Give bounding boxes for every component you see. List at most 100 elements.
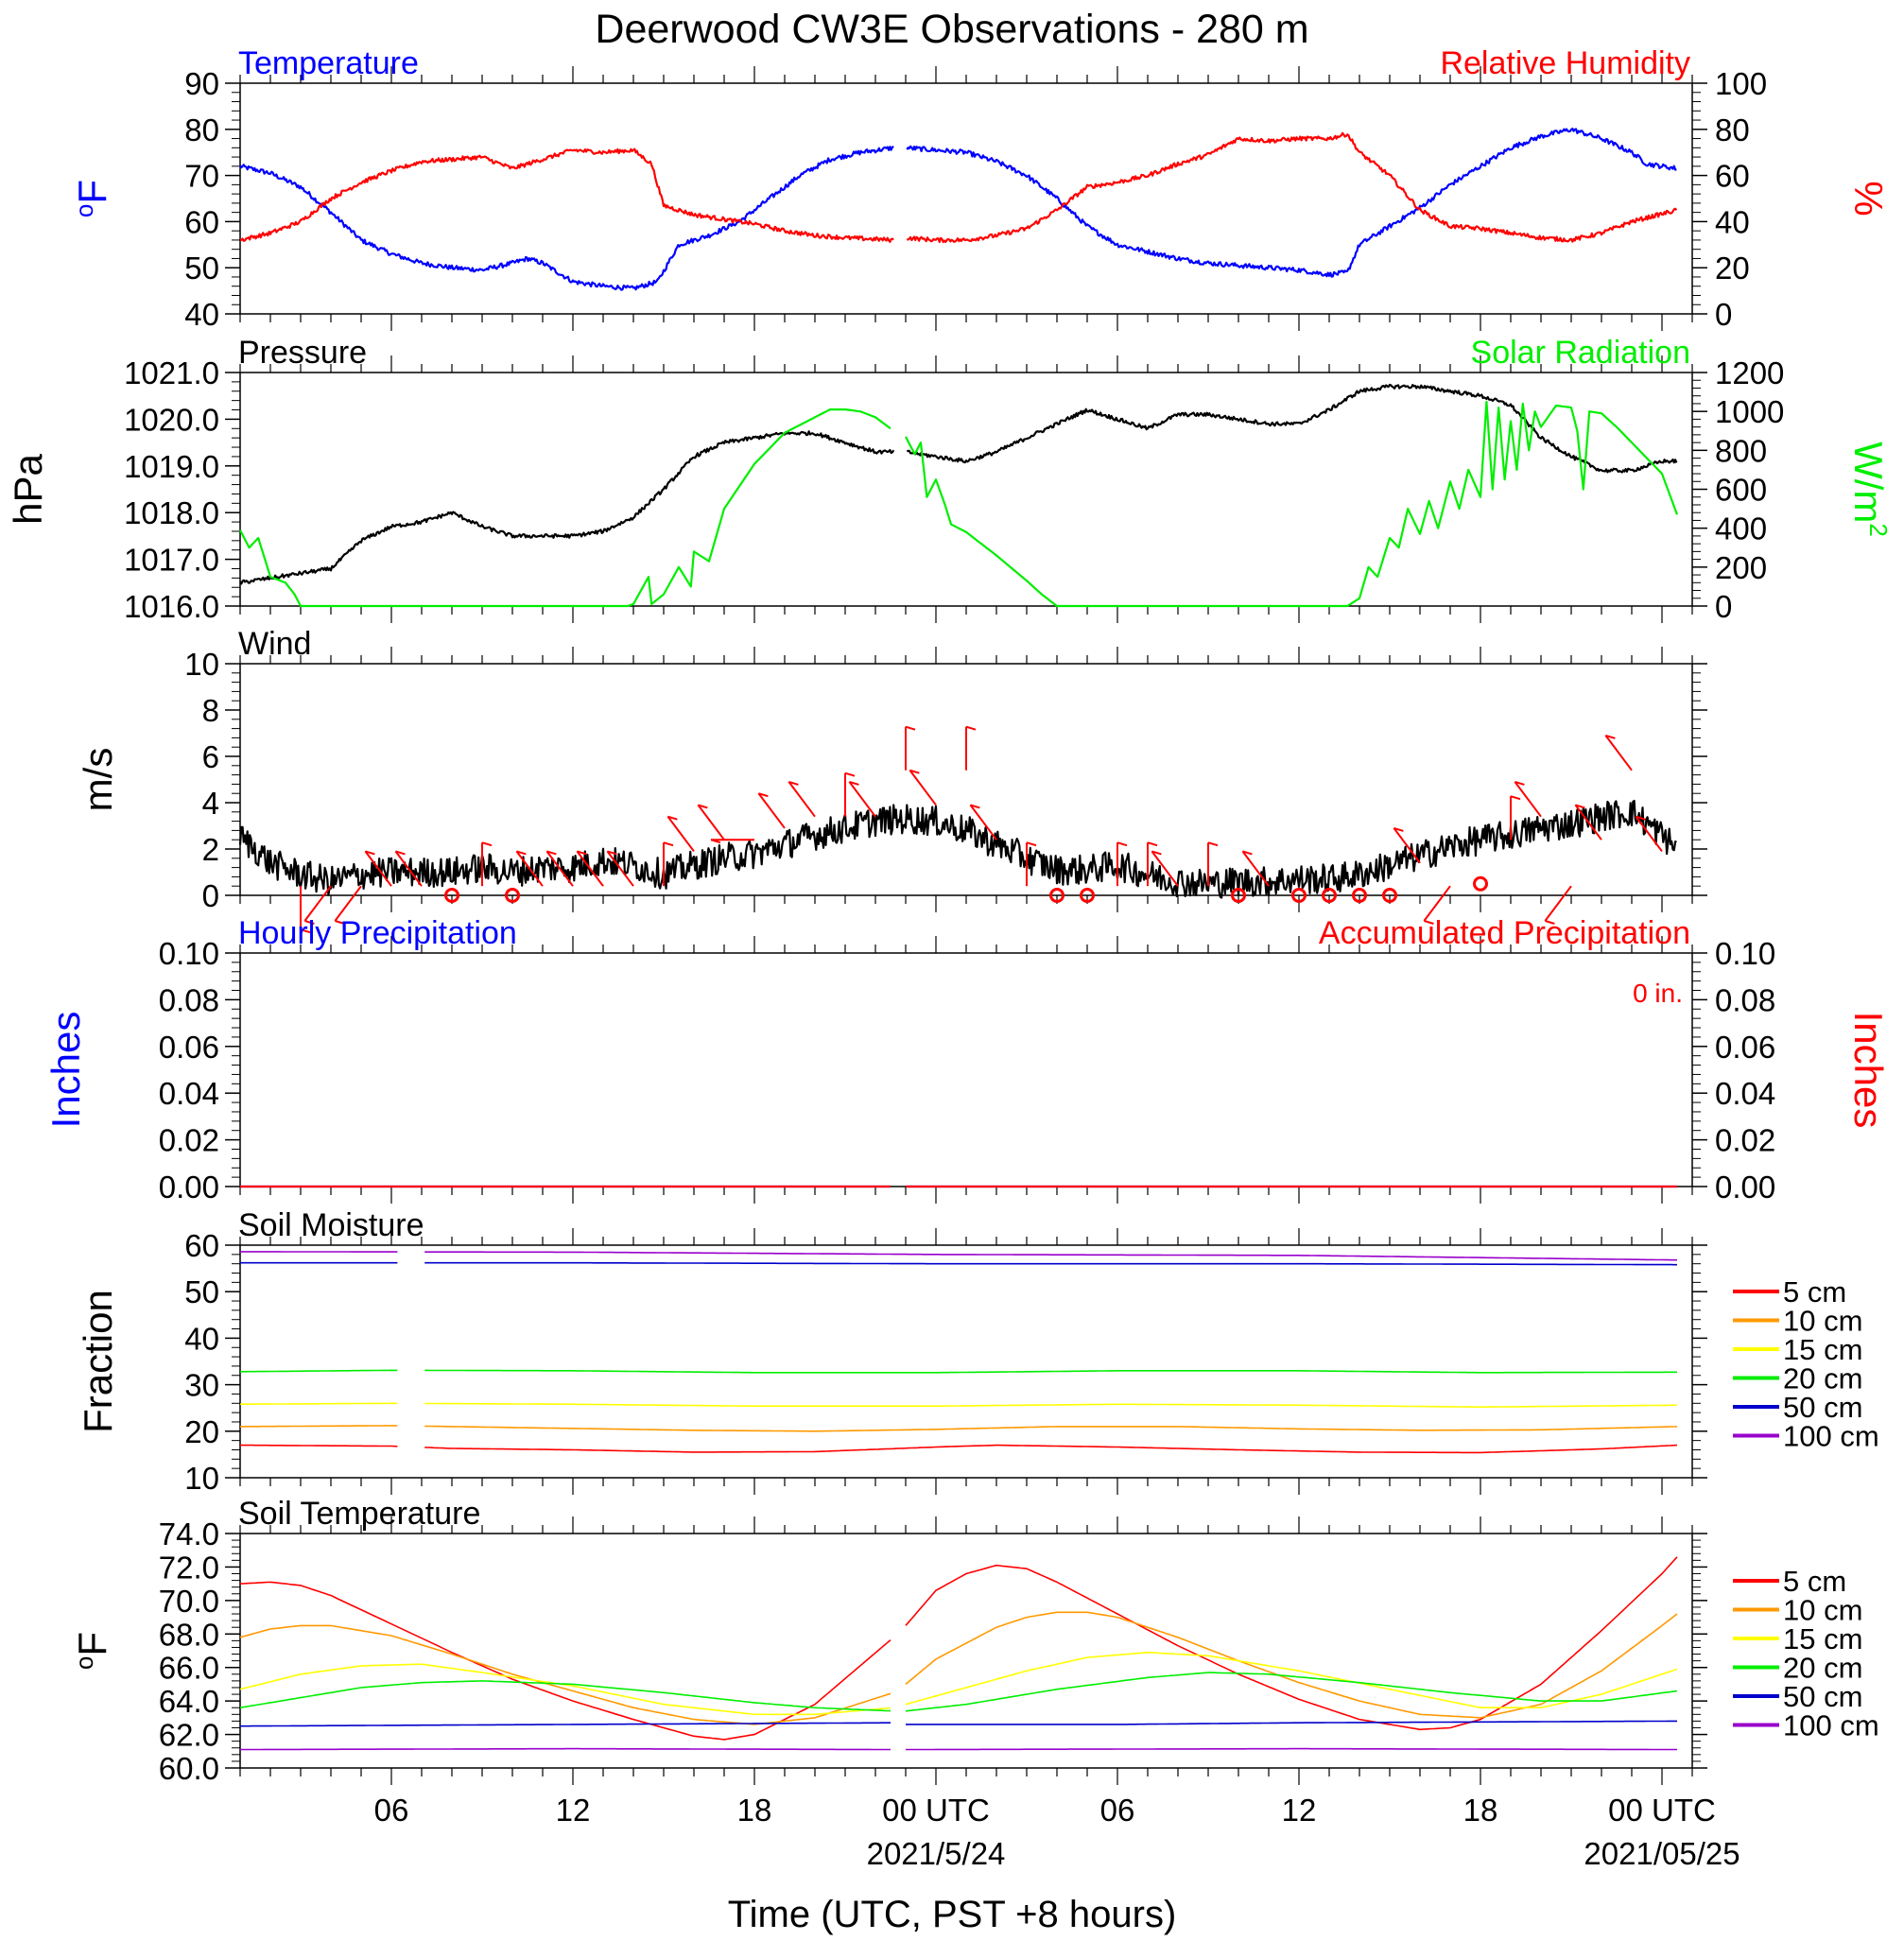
y-tick-label-left: 40 bbox=[184, 297, 219, 332]
wind-barb-flag bbox=[970, 804, 980, 809]
y-tick-label-left: 10 bbox=[184, 647, 219, 682]
y-tick-label-right: 0 bbox=[1715, 589, 1732, 624]
x-tick-label: 06 bbox=[1100, 1793, 1135, 1828]
y-axis-label-right: Inches bbox=[1846, 1012, 1891, 1129]
y-tick-label-left: 6 bbox=[202, 739, 219, 774]
y-tick-label-right: 600 bbox=[1715, 473, 1767, 508]
wind-calm-marker bbox=[1322, 888, 1337, 903]
series-line-10-cm bbox=[240, 1425, 1678, 1432]
wind-barb-flag bbox=[1151, 850, 1162, 856]
y-tick-label-right: 200 bbox=[1715, 550, 1767, 585]
y-axis-label-left: oF bbox=[70, 1632, 114, 1670]
series-line-50-cm bbox=[240, 1720, 1677, 1727]
wind-barb-flag bbox=[1545, 920, 1555, 925]
wind-calm-marker bbox=[1080, 888, 1095, 903]
panel-frame bbox=[239, 82, 1693, 315]
wind-barb bbox=[334, 885, 362, 922]
y-tick-label-right: 0.06 bbox=[1715, 1030, 1775, 1065]
legend-label: 15 cm bbox=[1783, 1333, 1862, 1366]
wind-barb bbox=[1574, 804, 1602, 841]
wind-barb-flag bbox=[1116, 841, 1128, 847]
wind-barb-flag bbox=[758, 792, 769, 798]
panel-title-left: Hourly Precipitation bbox=[238, 915, 517, 951]
wind-barb bbox=[1544, 885, 1572, 922]
series-line-wind bbox=[238, 799, 1677, 899]
series-line-20-cm bbox=[240, 1369, 1677, 1374]
wind-barb-flag bbox=[909, 769, 920, 774]
legend-label: 100 cm bbox=[1783, 1420, 1879, 1453]
y-tick-label-left: 0.00 bbox=[159, 1170, 219, 1204]
wind-barb-flag bbox=[335, 920, 345, 925]
wind-barb-flag bbox=[667, 815, 678, 821]
y-axis-label-left: oF bbox=[70, 180, 114, 217]
panel-title-left: Temperature bbox=[238, 45, 419, 81]
wind-barb bbox=[394, 850, 423, 887]
y-tick-label-left: 66.0 bbox=[159, 1651, 219, 1686]
y-tick-label-left: 50 bbox=[184, 1274, 219, 1309]
wind-barb bbox=[1635, 816, 1663, 853]
panel-precip: 0.00 0.02 0.04 0.06 0.08 0.10 0.00 0.02 0.04 0.06… bbox=[43, 915, 1891, 1204]
series-line-5-cm bbox=[240, 1444, 1678, 1454]
y-tick-label-left: 74.0 bbox=[159, 1516, 219, 1551]
wind-barb bbox=[576, 850, 604, 887]
wind-barb bbox=[1514, 781, 1542, 818]
y-tick-label-left: 70.0 bbox=[159, 1584, 219, 1619]
y-tick-label-left: 0.06 bbox=[159, 1030, 219, 1065]
x-axis-label: Time (UTC, PST +8 hours) bbox=[728, 1894, 1177, 1935]
time-axis: 06 12 18 00 UTC 2021/5/24 06 12 18 00 UTC 2021/05… bbox=[374, 1793, 1740, 1871]
y-tick-label-right: 20 bbox=[1715, 251, 1750, 286]
wind-barb-flag bbox=[1393, 826, 1404, 832]
y-tick-label-left: 4 bbox=[202, 786, 219, 821]
wind-calm-marker bbox=[1049, 888, 1065, 903]
y-tick-label-right: 40 bbox=[1715, 204, 1750, 239]
y-tick-label-left: 0.10 bbox=[159, 936, 219, 971]
wind-calm-marker bbox=[505, 888, 520, 903]
panel-title-left: Soil Moisture bbox=[238, 1207, 424, 1243]
wind-barb-flag bbox=[607, 850, 617, 856]
y-tick-label-right: 1000 bbox=[1715, 394, 1784, 429]
y-tick-label-right: 100 bbox=[1715, 66, 1767, 101]
wind-barb-flag bbox=[304, 920, 315, 925]
y-tick-label-left: 0.04 bbox=[159, 1076, 219, 1111]
y-axis-label-right: % bbox=[1846, 181, 1891, 216]
x-tick-label: 00 UTC bbox=[882, 1793, 990, 1828]
series-line-solar-radiation bbox=[239, 400, 1679, 608]
wind-barb-flag bbox=[546, 850, 557, 856]
y-tick-label-left: 60 bbox=[184, 204, 219, 239]
y-tick-label-right: 0.10 bbox=[1715, 936, 1775, 971]
legend-label: 50 cm bbox=[1783, 1680, 1862, 1713]
wind-calm-marker bbox=[1291, 888, 1307, 903]
y-tick-label-left: 1021.0 bbox=[124, 355, 219, 390]
y-tick-label-left: 60 bbox=[184, 1228, 219, 1263]
y-tick-label-left: 50 bbox=[184, 251, 219, 286]
panel-wind: 0 2 4 6 8 10 Wind m/s bbox=[76, 626, 1707, 934]
x-tick-label: 12 bbox=[1282, 1793, 1317, 1828]
y-tick-label-right: 1200 bbox=[1715, 355, 1784, 390]
wind-barb-flag bbox=[710, 839, 721, 844]
y-tick-label-left: 70 bbox=[184, 159, 219, 194]
wind-barb-flag bbox=[663, 841, 674, 847]
wind-barb bbox=[788, 781, 816, 818]
wind-barb bbox=[364, 850, 392, 887]
y-tick-label-left: 1017.0 bbox=[124, 543, 219, 578]
unit: F bbox=[70, 1632, 114, 1656]
panel-soil-moisture: 10 20 30 40 50 60 Soil Moisture Fraction 5 cm10 … bbox=[76, 1207, 1879, 1496]
x-tick-date: 2021/05/25 bbox=[1584, 1836, 1740, 1871]
series-line-100-cm bbox=[240, 1251, 1677, 1261]
wind-barb-flag bbox=[844, 771, 856, 777]
series-line-50-cm bbox=[240, 1261, 1677, 1266]
wind-barb bbox=[1604, 735, 1633, 771]
wind-barb-flag bbox=[481, 841, 493, 847]
x-tick-label: 18 bbox=[1463, 1793, 1498, 1828]
panel-title-left: Pressure bbox=[238, 335, 367, 371]
y-tick-label-left: 62.0 bbox=[159, 1718, 219, 1753]
y-tick-label-right: 0.00 bbox=[1715, 1170, 1775, 1204]
series-line-pressure bbox=[239, 383, 1678, 585]
panel-frame bbox=[239, 1244, 1693, 1479]
wind-barb bbox=[848, 781, 876, 818]
y-tick-label-left: 0.08 bbox=[159, 982, 219, 1017]
y-tick-label-left: 2 bbox=[202, 832, 219, 867]
y-tick-label-left: 8 bbox=[202, 693, 219, 728]
